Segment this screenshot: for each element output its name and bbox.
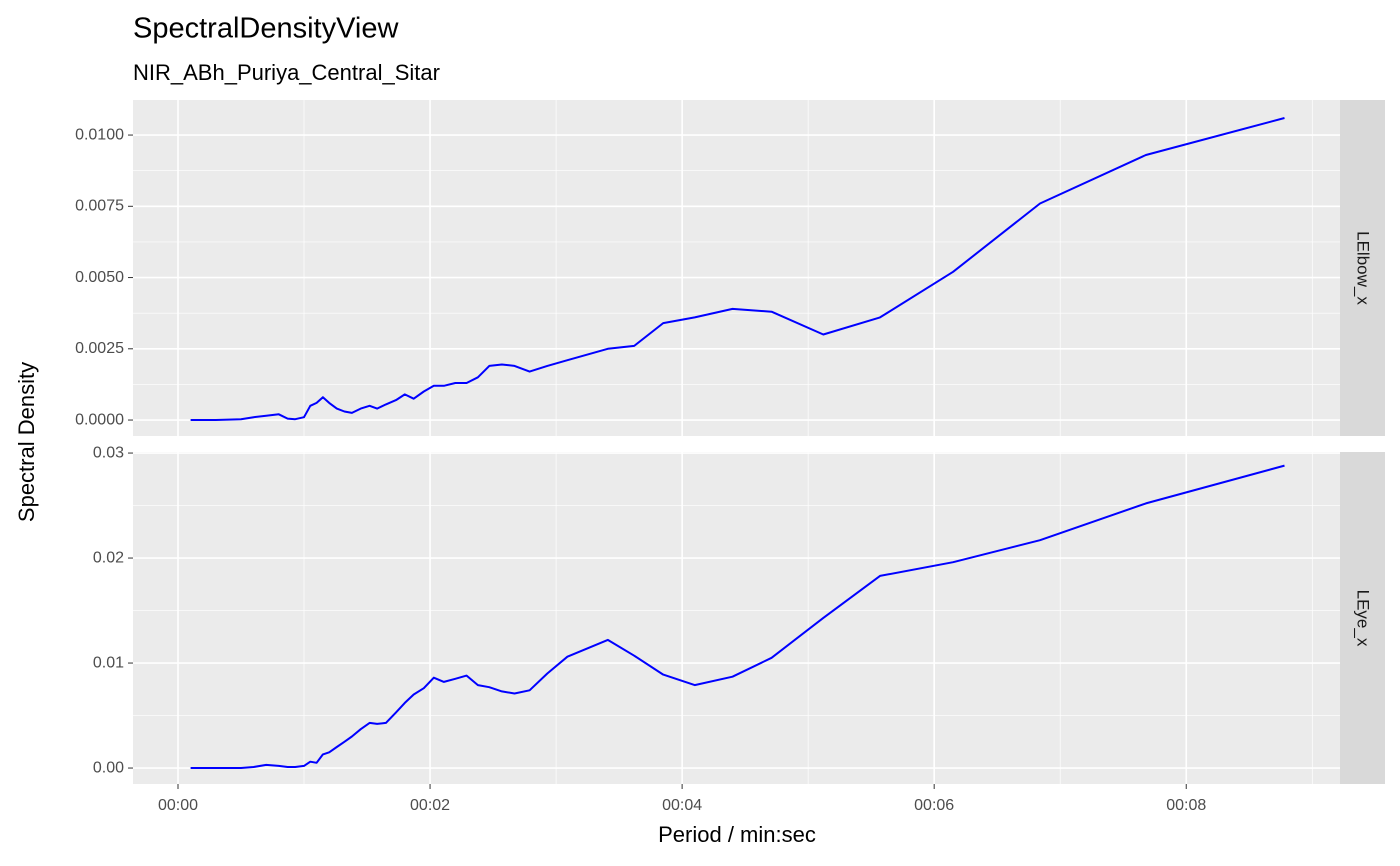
chart-subtitle: NIR_ABh_Puriya_Central_Sitar bbox=[133, 60, 440, 85]
y-tick-label: 0.0050 bbox=[75, 269, 124, 286]
y-tick-label: 0.0025 bbox=[75, 340, 124, 357]
facet-strip bbox=[1340, 100, 1385, 436]
facet-label: LEye_x bbox=[1354, 590, 1373, 647]
x-axis-label: Period / min:sec bbox=[658, 822, 816, 847]
y-tick-label: 0.0000 bbox=[75, 411, 124, 428]
y-tick-label: 0.02 bbox=[93, 549, 124, 566]
x-tick-label: 00:02 bbox=[410, 797, 450, 814]
x-tick-label: 00:04 bbox=[662, 797, 702, 814]
panel-background bbox=[133, 100, 1340, 436]
facet-label: LElbow_x bbox=[1354, 231, 1373, 305]
y-tick-label: 0.00 bbox=[93, 759, 124, 776]
facet-strip bbox=[1340, 452, 1385, 784]
y-tick-label: 0.0075 bbox=[75, 198, 124, 215]
x-tick-label: 00:08 bbox=[1166, 797, 1206, 814]
y-tick-label: 0.01 bbox=[93, 654, 124, 671]
data-line bbox=[190, 117, 1285, 421]
y-tick-label: 0.0100 bbox=[75, 126, 124, 143]
panel-background bbox=[133, 452, 1340, 784]
chart-title: SpectralDensityView bbox=[133, 13, 399, 45]
x-tick-label: 00:06 bbox=[914, 797, 954, 814]
data-line bbox=[190, 464, 1285, 769]
x-tick-label: 00:00 bbox=[158, 797, 198, 814]
y-tick-label: 0.03 bbox=[93, 444, 124, 461]
y-axis-label: Spectral Density bbox=[14, 362, 39, 522]
